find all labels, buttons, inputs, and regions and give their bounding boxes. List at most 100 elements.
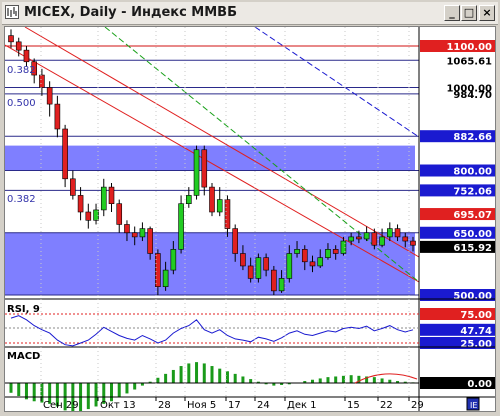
chart-canvas[interactable]: 0.382 0.500 0.382 1100.00 1065.61 1000.009… xyxy=(4,26,495,413)
candle-body xyxy=(232,228,238,254)
price-label-box xyxy=(420,226,495,239)
rsi-line xyxy=(10,315,414,347)
macd-bar xyxy=(264,383,268,385)
candle-body xyxy=(15,41,22,51)
candle-body xyxy=(124,224,130,234)
minimize-button[interactable]: _ xyxy=(444,5,460,21)
scroll-corner-icon[interactable] xyxy=(466,397,480,411)
candle-body xyxy=(340,240,347,254)
macd-bar xyxy=(396,381,400,383)
macd-bar xyxy=(94,383,98,407)
x-tick-label: 29 xyxy=(411,400,424,411)
fib-label-0382-bottom: 0.382 xyxy=(7,194,36,205)
candle-body xyxy=(85,211,92,221)
window-titlebar[interactable]: MICEX, Daily - Индекс ММВБ _ □ × xyxy=(2,2,498,25)
rsi-label: 75.00 xyxy=(460,310,492,321)
macd-title: MACD xyxy=(7,351,40,362)
price-label-box xyxy=(420,130,495,143)
macd-bar xyxy=(334,376,338,383)
candle-body xyxy=(108,186,115,205)
macd-bar xyxy=(303,381,307,383)
price-label: 882.66 xyxy=(453,132,492,143)
price-label: 984.70 xyxy=(453,90,492,101)
maximize-button[interactable]: □ xyxy=(461,5,477,21)
macd-bar xyxy=(48,383,52,404)
macd-bar xyxy=(403,381,407,383)
candle-body xyxy=(387,228,393,238)
close-button[interactable]: × xyxy=(479,5,495,21)
macd-bar xyxy=(326,377,330,383)
price-label: 500.00 xyxy=(453,291,492,302)
candle-body xyxy=(77,195,84,213)
candle-body xyxy=(286,253,293,279)
candle-body xyxy=(348,236,354,242)
candle-body xyxy=(131,232,138,238)
macd-bar xyxy=(125,383,129,394)
zone-800-860 xyxy=(5,145,415,171)
macd-bar xyxy=(287,383,291,385)
macd-bar xyxy=(140,383,144,386)
rsi-axis: 75.00 47.74 25.00 xyxy=(420,308,495,350)
macd-bar xyxy=(24,383,28,400)
candle-body xyxy=(216,199,223,213)
price-label: 1100.00 xyxy=(446,42,492,53)
price-label: 752.06 xyxy=(453,186,492,197)
candle-body xyxy=(379,236,385,246)
main-price-panel: 0.382 0.500 0.382 xyxy=(4,26,420,297)
price-label: 650.00 xyxy=(453,229,492,240)
candle-body xyxy=(62,128,68,180)
rsi-label: 47.74 xyxy=(460,326,492,337)
macd-bar xyxy=(102,383,106,404)
macd-bar xyxy=(365,376,369,383)
price-label-box xyxy=(420,184,495,197)
candle-body xyxy=(100,186,107,211)
macd-bar xyxy=(249,379,253,383)
macd-bar xyxy=(148,381,152,383)
price-label-box xyxy=(420,208,495,221)
price-label-box xyxy=(420,164,495,177)
x-tick-label: Сен 29 xyxy=(43,400,79,411)
rsi-label-box xyxy=(420,308,495,320)
candle-body xyxy=(31,61,37,76)
candle-body xyxy=(139,228,146,238)
candle-body xyxy=(70,178,76,196)
macd-bar xyxy=(86,383,90,410)
candle-body xyxy=(247,265,254,279)
macd-zero-box xyxy=(420,377,495,389)
price-label: 615.92 xyxy=(453,243,492,254)
candle-body xyxy=(278,278,285,292)
macd-bar xyxy=(195,362,199,383)
scroll-corner-glyph: IE xyxy=(470,401,477,410)
macd-bar xyxy=(341,375,345,383)
candle-body xyxy=(193,149,200,196)
trendline-blue-dashed xyxy=(254,26,420,138)
macd-bar xyxy=(311,379,314,383)
x-tick-label: 24 xyxy=(257,400,270,411)
macd-bar xyxy=(171,369,175,383)
macd-bar xyxy=(32,383,36,402)
macd-bar xyxy=(117,383,121,398)
price-label-box xyxy=(420,240,495,253)
candle-body xyxy=(8,35,14,43)
macd-bar xyxy=(372,377,376,383)
rsi-panel: RSI, 9 xyxy=(5,298,495,347)
candle-body xyxy=(402,236,409,242)
macd-bar xyxy=(280,383,284,385)
candle-body xyxy=(170,249,177,271)
macd-bar xyxy=(256,381,260,383)
macd-bar xyxy=(187,363,191,383)
macd-bar xyxy=(357,375,361,383)
candle-body xyxy=(39,74,45,88)
zone-500-650 xyxy=(5,232,415,295)
candle-body xyxy=(178,203,184,250)
candle-body xyxy=(255,257,262,279)
macd-bar xyxy=(380,378,384,383)
macd-panel: MACD xyxy=(5,346,495,413)
rsi-title: RSI, 9 xyxy=(7,304,40,315)
candle-body xyxy=(201,149,208,188)
x-tick-label: 17 xyxy=(228,400,241,411)
macd-bar xyxy=(110,383,113,402)
chart-area[interactable]: 0.382 0.500 0.382 1100.00 1065.61 1000.00 9… xyxy=(4,26,496,413)
macd-bar xyxy=(55,383,59,407)
